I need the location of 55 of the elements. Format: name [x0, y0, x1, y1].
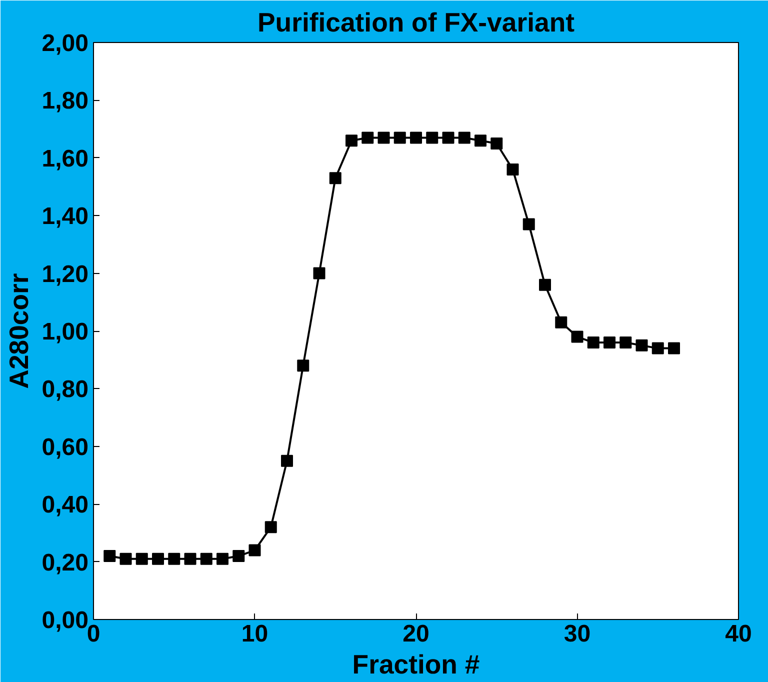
- point: [104, 550, 116, 562]
- y-tick-label: 2,00: [42, 30, 89, 57]
- point: [346, 134, 358, 147]
- y-tick-label: 1,20: [42, 260, 89, 288]
- point: [539, 278, 551, 291]
- y-tick-label: 1,80: [42, 88, 89, 115]
- x-axis-title: Fraction #: [352, 650, 480, 680]
- point: [555, 316, 568, 328]
- point: [442, 132, 454, 144]
- point: [248, 544, 261, 556]
- point: [362, 132, 374, 144]
- y-tick-label: 0,20: [42, 549, 89, 576]
- point: [184, 552, 196, 565]
- y-tick-label: 0,40: [42, 492, 89, 519]
- y-axis-title: A280corr: [4, 273, 34, 389]
- point: [652, 342, 664, 354]
- point: [604, 336, 616, 349]
- y-tick-label: 1,00: [42, 318, 89, 346]
- point: [329, 172, 342, 184]
- x-tick-label: 30: [564, 620, 591, 648]
- point: [120, 552, 132, 565]
- point: [168, 552, 180, 565]
- point: [636, 339, 648, 352]
- y-tick-label: 1,40: [42, 203, 89, 230]
- point: [313, 267, 326, 280]
- point: [281, 454, 293, 467]
- x-tick-label: 0: [86, 620, 100, 648]
- point: [490, 137, 503, 150]
- point: [136, 552, 148, 565]
- point: [200, 552, 212, 565]
- point: [522, 218, 535, 230]
- point: [620, 336, 632, 349]
- point: [216, 552, 228, 565]
- y-tick-label: 1,60: [42, 145, 89, 172]
- point: [378, 132, 390, 144]
- y-tick-label: 0,00: [42, 607, 89, 634]
- chart-title: Purification of FX-variant: [258, 8, 575, 38]
- y-tick-label: 0,80: [42, 376, 89, 404]
- point: [232, 550, 245, 562]
- point: [474, 134, 486, 147]
- y-tick-label: 0,60: [42, 434, 89, 461]
- point: [668, 342, 680, 354]
- x-tick-label: 40: [725, 620, 752, 648]
- x-tick-label: 20: [402, 620, 430, 648]
- point: [410, 132, 422, 144]
- point: [394, 132, 406, 144]
- x-tick-label: 10: [241, 620, 268, 648]
- point: [587, 336, 600, 349]
- point: [506, 163, 519, 176]
- point: [297, 360, 310, 372]
- point: [152, 552, 164, 565]
- point: [571, 330, 584, 343]
- point: [458, 132, 470, 144]
- point: [426, 132, 438, 144]
- point: [264, 521, 277, 534]
